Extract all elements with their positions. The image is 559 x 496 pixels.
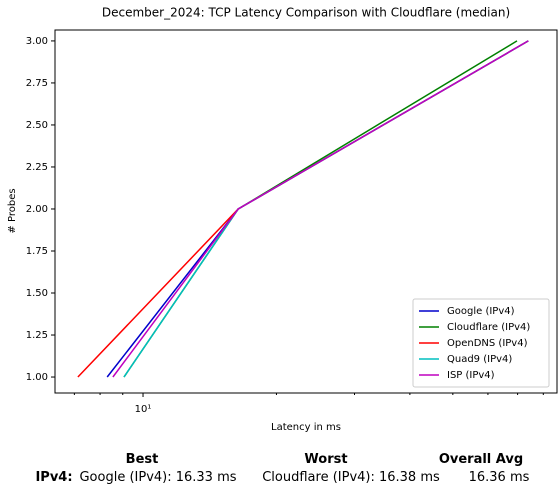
cell: Cloudflare (IPv4): 16.38 ms <box>262 470 440 485</box>
series-line <box>112 40 529 378</box>
y-tick-label: 2.25 <box>26 162 48 173</box>
y-axis-label: # Probes <box>7 188 18 233</box>
legend <box>412 298 550 388</box>
legend-label: Cloudflare (IPv4) <box>447 322 530 333</box>
legend-label: Google (IPv4) <box>447 306 515 317</box>
legend-label: Quad9 (IPv4) <box>447 354 512 365</box>
cell: 16.36 ms <box>468 470 530 485</box>
x-tick-label: 10¹ <box>135 404 152 415</box>
legend-label: OpenDNS (IPv4) <box>447 338 528 349</box>
row-label: IPv4: <box>35 470 73 485</box>
header: Worst <box>304 452 348 467</box>
chart: December_2024: TCP Latency Comparison wi… <box>7 6 558 433</box>
y-tick-label: 2.00 <box>26 204 48 215</box>
legend-label: ISP (IPv4) <box>447 370 495 381</box>
plot-area <box>54 29 558 394</box>
cell: Google (IPv4): 16.33 ms <box>79 470 237 485</box>
x-axis-label: Latency in ms <box>271 422 341 433</box>
header: Best <box>125 452 159 467</box>
y-tick-label: 1.00 <box>26 372 48 383</box>
y-tick-label: 2.75 <box>26 78 48 89</box>
y-tick-label: 3.00 <box>26 36 48 47</box>
y-tick-label: 1.75 <box>26 246 48 257</box>
y-tick-label: 2.50 <box>26 120 48 131</box>
chart-title: December_2024: TCP Latency Comparison wi… <box>102 6 510 20</box>
y-tick-label: 1.25 <box>26 330 48 341</box>
y-tick-label: 1.50 <box>26 288 48 299</box>
header: Overall Avg <box>438 452 524 467</box>
